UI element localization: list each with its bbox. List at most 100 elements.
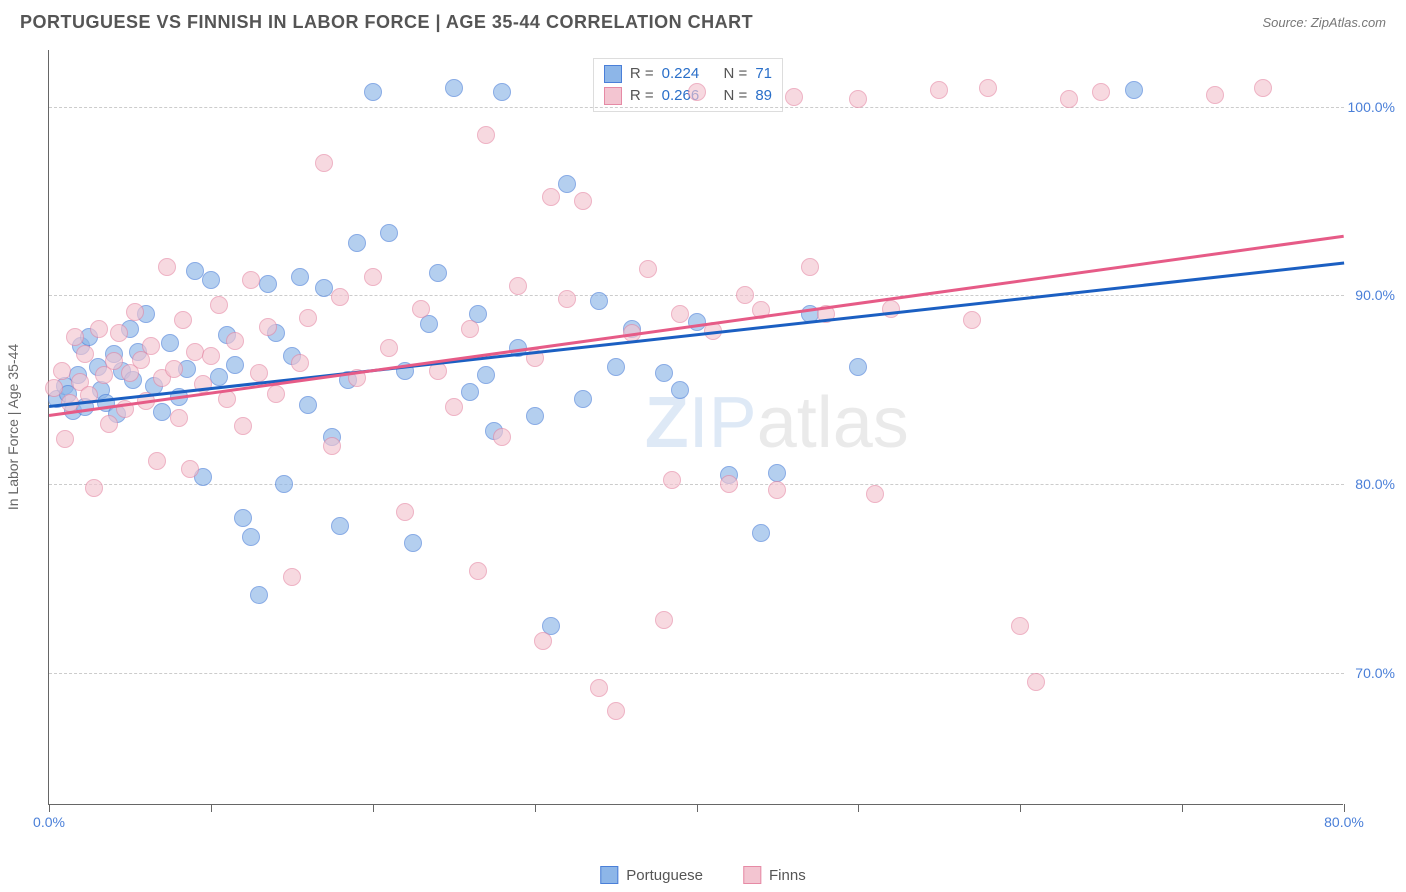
data-point	[663, 471, 681, 489]
x-tick-mark	[858, 804, 859, 812]
data-point	[461, 320, 479, 338]
data-point	[534, 632, 552, 650]
data-point	[76, 345, 94, 363]
data-point	[90, 320, 108, 338]
legend-swatch	[600, 866, 618, 884]
data-point	[979, 79, 997, 97]
plot-area: In Labor Force | Age 35-44 ZIPatlas R =0…	[48, 50, 1343, 805]
data-point	[267, 385, 285, 403]
data-point	[331, 517, 349, 535]
data-point	[85, 479, 103, 497]
data-point	[655, 364, 673, 382]
data-point	[736, 286, 754, 304]
data-point	[315, 279, 333, 297]
x-tick-label: 0.0%	[33, 814, 65, 830]
data-point	[110, 324, 128, 342]
data-point	[849, 90, 867, 108]
data-point	[752, 524, 770, 542]
legend-label: Finns	[769, 867, 806, 884]
data-point	[493, 428, 511, 446]
source-label: Source: ZipAtlas.com	[1262, 15, 1386, 30]
legend-item: Portuguese	[600, 866, 703, 884]
gridline	[49, 673, 1344, 674]
data-point	[331, 288, 349, 306]
data-point	[785, 88, 803, 106]
data-point	[429, 264, 447, 282]
bottom-legend: Portuguese Finns	[600, 866, 805, 884]
data-point	[142, 337, 160, 355]
data-point	[1027, 673, 1045, 691]
data-point	[250, 586, 268, 604]
data-point	[100, 415, 118, 433]
data-point	[283, 568, 301, 586]
data-point	[202, 347, 220, 365]
data-point	[242, 271, 260, 289]
data-point	[801, 258, 819, 276]
stats-row: R =0.224 N =71	[604, 63, 772, 85]
data-point	[558, 290, 576, 308]
data-point	[930, 81, 948, 99]
legend-swatch	[604, 65, 622, 83]
data-point	[1206, 86, 1224, 104]
data-point	[348, 234, 366, 252]
data-point	[315, 154, 333, 172]
data-point	[671, 381, 689, 399]
data-point	[226, 356, 244, 374]
data-point	[768, 481, 786, 499]
correlation-stats-box: R =0.224 N =71R =0.266 N =89	[593, 58, 783, 112]
data-point	[445, 79, 463, 97]
data-point	[218, 390, 236, 408]
data-point	[170, 409, 188, 427]
data-point	[1125, 81, 1143, 99]
data-point	[234, 417, 252, 435]
data-point	[291, 354, 309, 372]
data-point	[186, 262, 204, 280]
data-point	[607, 702, 625, 720]
data-point	[469, 562, 487, 580]
data-point	[226, 332, 244, 350]
data-point	[590, 292, 608, 310]
data-point	[186, 343, 204, 361]
data-point	[299, 396, 317, 414]
data-point	[56, 430, 74, 448]
data-point	[768, 464, 786, 482]
data-point	[1060, 90, 1078, 108]
y-tick-label: 90.0%	[1355, 287, 1395, 303]
gridline	[49, 295, 1344, 296]
data-point	[558, 175, 576, 193]
data-point	[210, 296, 228, 314]
data-point	[364, 83, 382, 101]
data-point	[174, 311, 192, 329]
x-tick-mark	[211, 804, 212, 812]
y-axis-label: In Labor Force | Age 35-44	[5, 344, 21, 510]
data-point	[542, 188, 560, 206]
data-point	[461, 383, 479, 401]
data-point	[275, 475, 293, 493]
data-point	[1254, 79, 1272, 97]
x-tick-mark	[49, 804, 50, 812]
y-tick-label: 100.0%	[1348, 99, 1395, 115]
data-point	[364, 268, 382, 286]
data-point	[688, 83, 706, 101]
data-point	[250, 364, 268, 382]
data-point	[242, 528, 260, 546]
data-point	[671, 305, 689, 323]
data-point	[404, 534, 422, 552]
data-point	[590, 679, 608, 697]
data-point	[1011, 617, 1029, 635]
data-point	[299, 309, 317, 327]
data-point	[380, 224, 398, 242]
data-point	[574, 390, 592, 408]
data-point	[53, 362, 71, 380]
data-point	[477, 126, 495, 144]
x-tick-mark	[1182, 804, 1183, 812]
data-point	[688, 313, 706, 331]
legend-swatch	[743, 866, 761, 884]
data-point	[202, 271, 220, 289]
data-point	[161, 334, 179, 352]
data-point	[720, 475, 738, 493]
data-point	[259, 275, 277, 293]
y-tick-label: 80.0%	[1355, 476, 1395, 492]
data-point	[323, 437, 341, 455]
data-point	[181, 460, 199, 478]
